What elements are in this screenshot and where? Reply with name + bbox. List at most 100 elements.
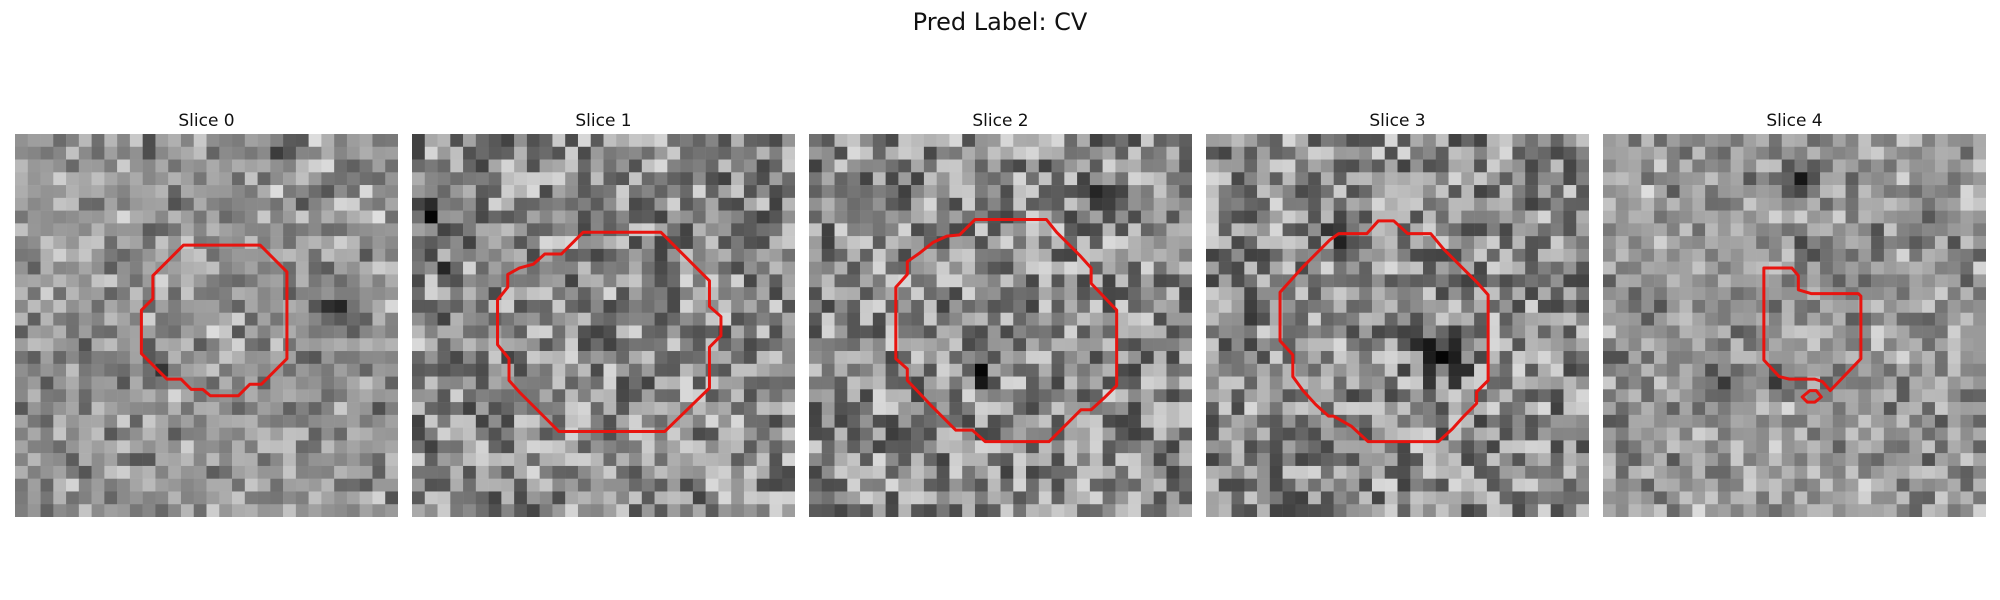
pixel: [1743, 351, 1757, 365]
pixel: [1448, 159, 1462, 173]
pixel: [1128, 312, 1142, 326]
pixel: [412, 504, 426, 517]
pixel: [1206, 236, 1220, 250]
pixel: [539, 287, 553, 301]
pixel: [1333, 402, 1347, 416]
pixel: [437, 287, 451, 301]
pixel: [1410, 134, 1424, 148]
pixel: [1115, 261, 1129, 275]
pixel: [667, 363, 681, 377]
pixel: [872, 261, 886, 275]
pixel: [1628, 172, 1642, 186]
pixel: [1654, 453, 1668, 467]
pixel: [1781, 414, 1795, 428]
pixel: [1909, 504, 1923, 517]
pixel: [743, 185, 757, 199]
pixel: [1768, 312, 1782, 326]
pixel: [1320, 363, 1334, 377]
pixel: [1730, 134, 1744, 148]
pixel: [1883, 491, 1897, 505]
pixel: [616, 261, 630, 275]
pixel: [1423, 248, 1437, 262]
pixel: [450, 210, 464, 224]
pixel: [872, 134, 886, 148]
pixel: [244, 299, 258, 313]
pixel: [1871, 427, 1885, 441]
pixel: [308, 376, 322, 390]
pixel: [962, 159, 976, 173]
pixel: [385, 491, 398, 505]
pixel: [1333, 325, 1347, 339]
pixel: [782, 299, 795, 313]
pixel: [1692, 236, 1706, 250]
pixel: [1550, 299, 1564, 313]
pixel: [1153, 414, 1167, 428]
pixel: [782, 351, 795, 365]
pixel: [821, 440, 835, 454]
pixel: [872, 172, 886, 186]
pixel: [1947, 287, 1961, 301]
pixel: [821, 376, 835, 390]
pixel: [1115, 146, 1129, 160]
pixel: [756, 236, 770, 250]
pixel: [641, 299, 655, 313]
pixel: [244, 453, 258, 467]
pixel: [654, 236, 668, 250]
pixel: [1537, 427, 1551, 441]
pixel: [1359, 197, 1373, 211]
pixel: [193, 210, 207, 224]
pixel: [705, 414, 719, 428]
pixel: [1140, 274, 1154, 288]
pixel: [1845, 185, 1859, 199]
pixel: [1666, 491, 1680, 505]
pixel: [898, 325, 912, 339]
pixel: [501, 325, 515, 339]
pixel: [232, 146, 246, 160]
pixel: [1346, 185, 1360, 199]
pixel: [680, 312, 694, 326]
pixel: [1435, 312, 1449, 326]
pixel: [539, 453, 553, 467]
pixel: [1692, 338, 1706, 352]
pixel: [1883, 312, 1897, 326]
pixel: [475, 402, 489, 416]
pixel: [15, 478, 29, 492]
pixel: [1973, 440, 1986, 454]
pixel: [1448, 440, 1462, 454]
pixel: [1013, 261, 1027, 275]
pixel: [219, 376, 233, 390]
pixel: [372, 210, 386, 224]
pixel: [1333, 236, 1347, 250]
pixel: [1781, 159, 1795, 173]
pixel: [1231, 172, 1245, 186]
pixel: [168, 427, 182, 441]
pixel: [206, 440, 220, 454]
pixel: [437, 453, 451, 467]
pixel: [526, 376, 540, 390]
pixel: [244, 351, 258, 365]
pixel: [1077, 427, 1091, 441]
pixel: [463, 453, 477, 467]
pixel: [91, 504, 105, 517]
pixel: [488, 504, 502, 517]
pixel: [1717, 287, 1731, 301]
pixel: [78, 210, 92, 224]
pixel: [1257, 223, 1271, 237]
pixel: [1384, 440, 1398, 454]
pixel: [1295, 159, 1309, 173]
pixel: [834, 236, 848, 250]
pixel: [1077, 440, 1091, 454]
pixel: [104, 146, 118, 160]
pixel: [1537, 223, 1551, 237]
pixel: [1743, 299, 1757, 313]
pixel: [1550, 312, 1564, 326]
pixel: [565, 414, 579, 428]
pixel: [1206, 363, 1220, 377]
pixel: [15, 376, 29, 390]
pixel: [616, 363, 630, 377]
pixel: [743, 453, 757, 467]
pixel: [1486, 223, 1500, 237]
pixel: [834, 172, 848, 186]
pixel: [898, 197, 912, 211]
pixel: [1051, 236, 1065, 250]
